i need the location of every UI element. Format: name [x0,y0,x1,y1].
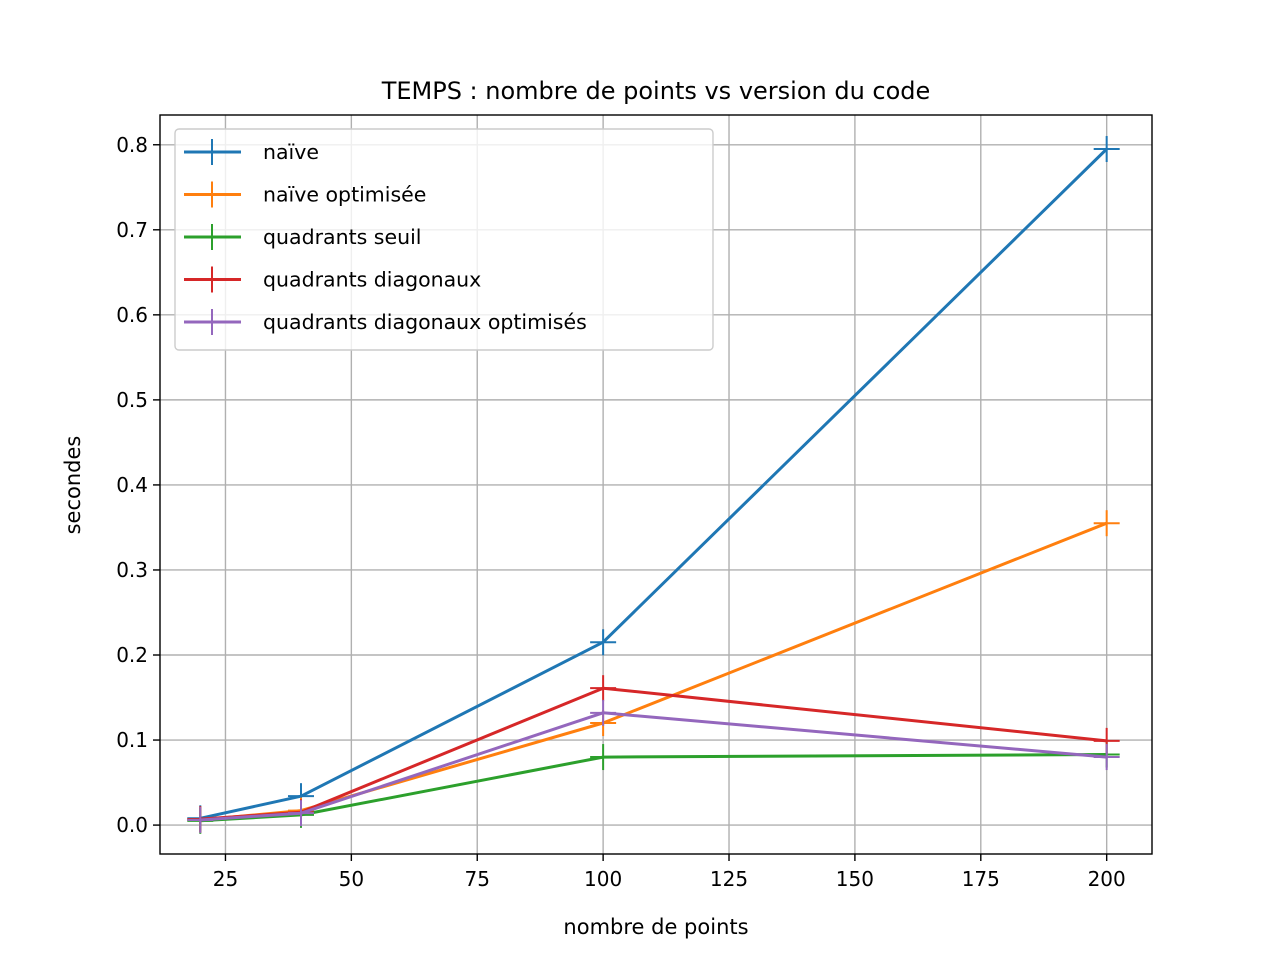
legend-item: naïve optimisée [184,181,426,208]
x-tick-label: 100 [584,867,622,891]
x-tick-label: 175 [962,867,1000,891]
data-point-marker [590,744,617,771]
data-point-marker [187,806,214,833]
data-point-marker [1093,744,1120,771]
y-axis-label: secondes [61,436,85,535]
x-axis-ticks: 25 50 75 100 125 150 175 200 [213,854,1126,891]
y-tick-label: 0.6 [116,303,148,327]
legend-item: quadrants diagonaux optimisés [184,309,587,335]
data-point-marker [1093,136,1120,163]
x-tick-label: 25 [213,867,238,891]
legend-label: naïve optimisée [263,183,426,207]
series-line-0 [199,147,1108,820]
y-tick-label: 0.2 [116,643,148,667]
series-lines [187,136,1120,834]
chart-title: TEMPS : nombre de points vs version du c… [381,77,931,105]
y-tick-label: 0.8 [116,133,148,157]
legend-item: naïve [184,139,319,165]
x-tick-label: 50 [339,867,364,891]
x-axis-label: nombre de points [563,915,748,939]
data-point-marker [287,800,314,827]
data-point-marker [590,675,617,702]
legend-label: quadrants seuil [263,225,421,249]
y-tick-label: 0.4 [116,473,148,497]
data-point-marker [590,699,617,726]
y-tick-label: 0.7 [116,218,148,242]
y-tick-label: 0.1 [116,728,148,752]
y-tick-label: 0.3 [116,558,148,582]
legend-label: quadrants diagonaux optimisés [263,310,587,334]
y-tick-label: 0.5 [116,388,148,412]
x-tick-label: 150 [836,867,874,891]
x-tick-label: 75 [465,867,490,891]
legend: naïve naïve optimisée quadrants seuil quadr… [174,128,714,351]
legend-box [174,128,714,351]
y-tick-label: 0.0 [116,813,148,837]
x-tick-label: 200 [1088,867,1126,891]
legend-item: quadrants diagonaux [184,266,481,293]
legend-label: naïve [263,140,319,164]
series-line-4 [200,711,1107,822]
y-axis-ticks: 0.0 0.1 0.2 0.3 0.4 0.5 0.6 0.7 0.8 [116,133,160,837]
data-point-marker [1093,510,1120,537]
data-point-marker [590,629,617,656]
legend-label: quadrants diagonaux [263,268,481,292]
x-tick-label: 125 [710,867,748,891]
legend-item: quadrants seuil [184,224,421,250]
